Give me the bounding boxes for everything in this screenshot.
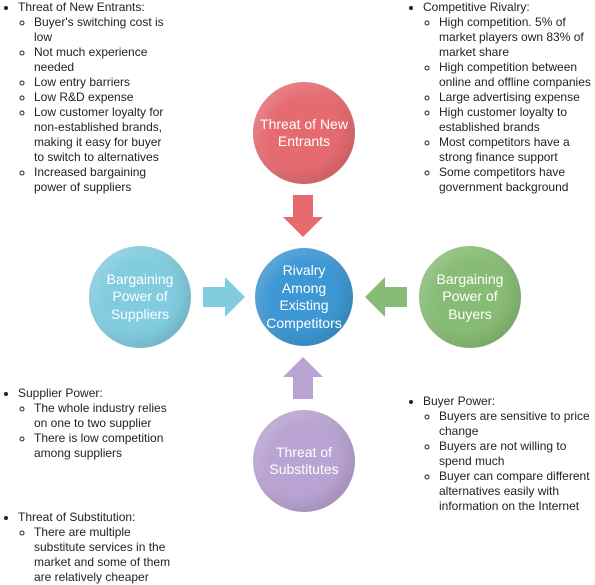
- list-item: High customer loyalty to established bra…: [439, 105, 595, 135]
- list-item: Most competitors have a strong finance s…: [439, 135, 595, 165]
- force-circle-label: Bargaining Power of Suppliers: [95, 271, 185, 324]
- force-circle-label: Threat of New Entrants: [259, 116, 349, 151]
- heading: Competitive Rivalry:: [423, 0, 595, 15]
- force-circle-label: Threat of Substitutes: [259, 444, 349, 479]
- supplier-power-text: Supplier Power: The whole industry relie…: [0, 386, 170, 461]
- heading: Buyer Power:: [423, 394, 595, 409]
- list-item: Low R&D expense: [34, 90, 165, 105]
- list-item: Some competitors have government backgro…: [439, 165, 595, 195]
- force-circle-left: Bargaining Power of Suppliers: [89, 246, 191, 348]
- list-item: There are multiple substitute services i…: [34, 525, 180, 585]
- list-item: Low customer loyalty for non-established…: [34, 105, 165, 165]
- threat-of-substitution-text: Threat of Substitution: There are multip…: [0, 510, 180, 585]
- list-item: High competition between online and offl…: [439, 60, 595, 90]
- arrow-stem: [385, 287, 407, 307]
- arrow-head-icon: [283, 357, 323, 377]
- force-circle-bottom: Threat of Substitutes: [253, 410, 355, 512]
- arrow-head-icon: [365, 277, 385, 317]
- force-circle-label: Bargaining Power of Buyers: [425, 271, 515, 324]
- list-item: Buyer's switching cost is low: [34, 15, 165, 45]
- list-item: The whole industry relies on one to two …: [34, 401, 170, 431]
- list-item: Buyers are not willing to spend much: [439, 439, 595, 469]
- arrow-stem: [203, 287, 225, 307]
- force-circle-center: Rivalry Among Existing Competitors: [255, 248, 353, 346]
- arrow-head-icon: [225, 277, 245, 317]
- heading: Supplier Power:: [18, 386, 170, 401]
- heading: Threat of New Entrants:: [18, 0, 165, 15]
- arrow-head-icon: [283, 217, 323, 237]
- list-item: Not much experience needed: [34, 45, 165, 75]
- list-item: High competition. 5% of market players o…: [439, 15, 595, 60]
- buyer-power-text: Buyer Power: Buyers are sensitive to pri…: [405, 394, 595, 514]
- heading: Threat of Substitution:: [18, 510, 180, 525]
- competitive-rivalry-text: Competitive Rivalry: High competition. 5…: [405, 0, 595, 195]
- list-item: Buyer can compare different alternatives…: [439, 469, 595, 514]
- list-item: There is low competition among suppliers: [34, 431, 170, 461]
- arrow-stem: [293, 195, 313, 217]
- list-item: Increased bargaining power of suppliers: [34, 165, 165, 195]
- list-item: Buyers are sensitive to price change: [439, 409, 595, 439]
- arrow-stem: [293, 377, 313, 399]
- threat-of-new-entrants-text: Threat of New Entrants: Buyer's switchin…: [0, 0, 165, 195]
- list-item: Large advertising expense: [439, 90, 595, 105]
- force-circle-top: Threat of New Entrants: [253, 82, 355, 184]
- list-item: Low entry barriers: [34, 75, 165, 90]
- force-circle-label: Rivalry Among Existing Competitors: [261, 262, 347, 332]
- force-circle-right: Bargaining Power of Buyers: [419, 246, 521, 348]
